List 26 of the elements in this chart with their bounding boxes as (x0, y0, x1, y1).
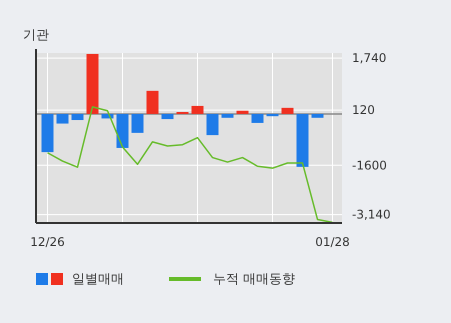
x-tick-label: 01/28 (315, 235, 350, 249)
bar (132, 114, 144, 133)
y-tick-label: -3,140 (352, 208, 391, 222)
y-tick-label: 120 (352, 103, 375, 118)
chart-title: 기관 (23, 28, 49, 43)
bar (72, 114, 84, 120)
bar (312, 114, 324, 118)
bar (162, 114, 174, 120)
y-tick-label: 1,740 (352, 51, 386, 66)
bar (56, 114, 68, 124)
x-tick-label: 12/26 (30, 235, 65, 249)
bar (252, 114, 264, 123)
bar (86, 54, 98, 114)
bar (206, 114, 218, 136)
bar (146, 90, 158, 114)
legend-label: 누적 매매동향 (213, 272, 296, 287)
bar (116, 114, 128, 148)
y-tick-label: -1600 (352, 158, 387, 172)
bar (222, 114, 234, 118)
bar (282, 108, 294, 114)
bar (296, 114, 308, 167)
bar (42, 114, 54, 152)
line-series (46, 106, 334, 224)
bar (236, 110, 248, 114)
legend-label: 일별매매 (72, 272, 124, 287)
bar (192, 106, 204, 114)
